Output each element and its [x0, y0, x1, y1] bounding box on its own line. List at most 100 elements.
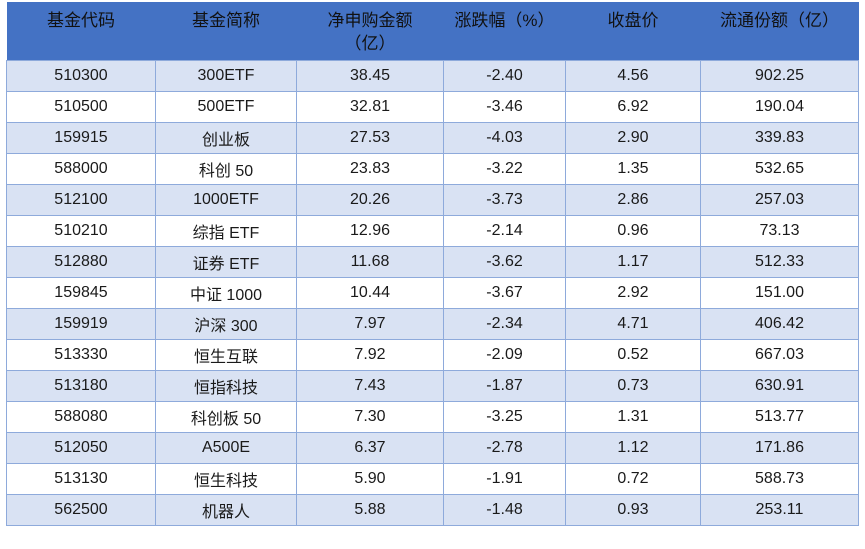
- cell-fund-name: 创业板: [155, 121, 297, 154]
- cell-close-price: 0.93: [565, 493, 701, 526]
- cell-close-price: 0.73: [565, 369, 701, 402]
- cell-fund-name: 机器人: [155, 493, 297, 526]
- cell-float-shares: 339.83: [700, 121, 859, 154]
- page: 基金代码 基金简称 净申购金额 （亿） 涨跌幅（%） 收盘价 流通份额（亿） 510300 3…: [6, 2, 859, 526]
- fund-flow-table: 基金代码 基金简称 净申购金额 （亿） 涨跌幅（%） 收盘价 流通份额（亿） 510300 3…: [6, 2, 859, 526]
- cell-fund-code: 159919: [6, 307, 156, 340]
- cell-net-subscription: 27.53: [296, 121, 444, 154]
- table-body: 510300 300ETF 38.45 -2.40 4.56 902.25 510500 50…: [6, 59, 859, 526]
- cell-float-shares: 667.03: [700, 338, 859, 371]
- cell-float-shares: 253.11: [700, 493, 859, 526]
- table-row: 513130 恒生科技 5.90 -1.91 0.72 588.73: [6, 462, 859, 495]
- cell-float-shares: 512.33: [700, 245, 859, 278]
- cell-fund-name: 中证 1000: [155, 276, 297, 309]
- cell-fund-name: 证券 ETF: [155, 245, 297, 278]
- cell-fund-name: 500ETF: [155, 90, 297, 123]
- cell-fund-code: 510500: [6, 90, 156, 123]
- cell-net-subscription: 12.96: [296, 214, 444, 247]
- cell-fund-code: 510210: [6, 214, 156, 247]
- cell-fund-name: 1000ETF: [155, 183, 297, 216]
- column-header-label: 基金简称: [192, 11, 260, 30]
- cell-fund-code: 588080: [6, 400, 156, 433]
- cell-fund-name: 综指 ETF: [155, 214, 297, 247]
- cell-net-subscription: 32.81: [296, 90, 444, 123]
- cell-fund-code: 512880: [6, 245, 156, 278]
- column-header-net-subscription: 净申购金额 （亿）: [296, 2, 444, 60]
- cell-change-percent: -2.09: [443, 338, 566, 371]
- cell-fund-code: 512050: [6, 431, 156, 464]
- cell-close-price: 2.86: [565, 183, 701, 216]
- cell-fund-code: 512100: [6, 183, 156, 216]
- cell-fund-code: 159915: [6, 121, 156, 154]
- cell-change-percent: -3.62: [443, 245, 566, 278]
- cell-change-percent: -2.34: [443, 307, 566, 340]
- column-header-label: 流通份额（亿）: [720, 11, 839, 30]
- table-row: 510210 综指 ETF 12.96 -2.14 0.96 73.13: [6, 214, 859, 247]
- cell-fund-code: 513130: [6, 462, 156, 495]
- cell-float-shares: 588.73: [700, 462, 859, 495]
- cell-close-price: 1.17: [565, 245, 701, 278]
- column-header-label: 涨跌幅（%）: [454, 11, 555, 30]
- cell-net-subscription: 20.26: [296, 183, 444, 216]
- column-header-fund-code: 基金代码: [6, 2, 156, 60]
- cell-float-shares: 532.65: [700, 152, 859, 185]
- cell-net-subscription: 5.88: [296, 493, 444, 526]
- cell-net-subscription: 7.92: [296, 338, 444, 371]
- cell-fund-name: 恒生互联: [155, 338, 297, 371]
- header-row: 基金代码 基金简称 净申购金额 （亿） 涨跌幅（%） 收盘价 流通份额（亿）: [6, 2, 859, 60]
- cell-fund-name: 恒指科技: [155, 369, 297, 402]
- cell-fund-name: 科创板 50: [155, 400, 297, 433]
- cell-change-percent: -3.67: [443, 276, 566, 309]
- column-header-fund-name: 基金简称: [155, 2, 297, 60]
- cell-net-subscription: 7.43: [296, 369, 444, 402]
- table-row: 510500 500ETF 32.81 -3.46 6.92 190.04: [6, 90, 859, 123]
- cell-change-percent: -3.25: [443, 400, 566, 433]
- cell-net-subscription: 23.83: [296, 152, 444, 185]
- column-header-label: 收盘价: [607, 11, 659, 30]
- cell-change-percent: -3.46: [443, 90, 566, 123]
- cell-net-subscription: 5.90: [296, 462, 444, 495]
- cell-close-price: 2.92: [565, 276, 701, 309]
- cell-change-percent: -2.40: [443, 59, 566, 92]
- cell-fund-code: 562500: [6, 493, 156, 526]
- cell-float-shares: 630.91: [700, 369, 859, 402]
- cell-net-subscription: 10.44: [296, 276, 444, 309]
- cell-change-percent: -1.91: [443, 462, 566, 495]
- column-header-close-price: 收盘价: [565, 2, 701, 60]
- cell-change-percent: -4.03: [443, 121, 566, 154]
- cell-float-shares: 151.00: [700, 276, 859, 309]
- cell-fund-code: 510300: [6, 59, 156, 92]
- cell-fund-name: 沪深 300: [155, 307, 297, 340]
- cell-net-subscription: 38.45: [296, 59, 444, 92]
- cell-close-price: 0.96: [565, 214, 701, 247]
- cell-change-percent: -1.48: [443, 493, 566, 526]
- cell-float-shares: 190.04: [700, 90, 859, 123]
- cell-fund-name: 300ETF: [155, 59, 297, 92]
- column-header-label: 净申购金额: [327, 11, 413, 30]
- cell-close-price: 0.52: [565, 338, 701, 371]
- cell-net-subscription: 7.30: [296, 400, 444, 433]
- cell-change-percent: -2.14: [443, 214, 566, 247]
- cell-close-price: 4.56: [565, 59, 701, 92]
- cell-fund-code: 513180: [6, 369, 156, 402]
- cell-fund-code: 159845: [6, 276, 156, 309]
- cell-float-shares: 406.42: [700, 307, 859, 340]
- table-row: 513330 恒生互联 7.92 -2.09 0.52 667.03: [6, 338, 859, 371]
- cell-float-shares: 902.25: [700, 59, 859, 92]
- cell-float-shares: 513.77: [700, 400, 859, 433]
- cell-fund-name: 科创 50: [155, 152, 297, 185]
- cell-close-price: 1.12: [565, 431, 701, 464]
- cell-close-price: 4.71: [565, 307, 701, 340]
- cell-change-percent: -3.73: [443, 183, 566, 216]
- table-row: 512880 证券 ETF 11.68 -3.62 1.17 512.33: [6, 245, 859, 278]
- column-header-label: 基金代码: [47, 11, 115, 30]
- column-header-float-shares: 流通份额（亿）: [700, 2, 859, 60]
- table-row: 159845 中证 1000 10.44 -3.67 2.92 151.00: [6, 276, 859, 309]
- cell-change-percent: -3.22: [443, 152, 566, 185]
- cell-fund-name: 恒生科技: [155, 462, 297, 495]
- table-row: 512050 A500E 6.37 -2.78 1.12 171.86: [6, 431, 859, 464]
- cell-fund-name: A500E: [155, 431, 297, 464]
- cell-close-price: 0.72: [565, 462, 701, 495]
- cell-net-subscription: 7.97: [296, 307, 444, 340]
- cell-change-percent: -1.87: [443, 369, 566, 402]
